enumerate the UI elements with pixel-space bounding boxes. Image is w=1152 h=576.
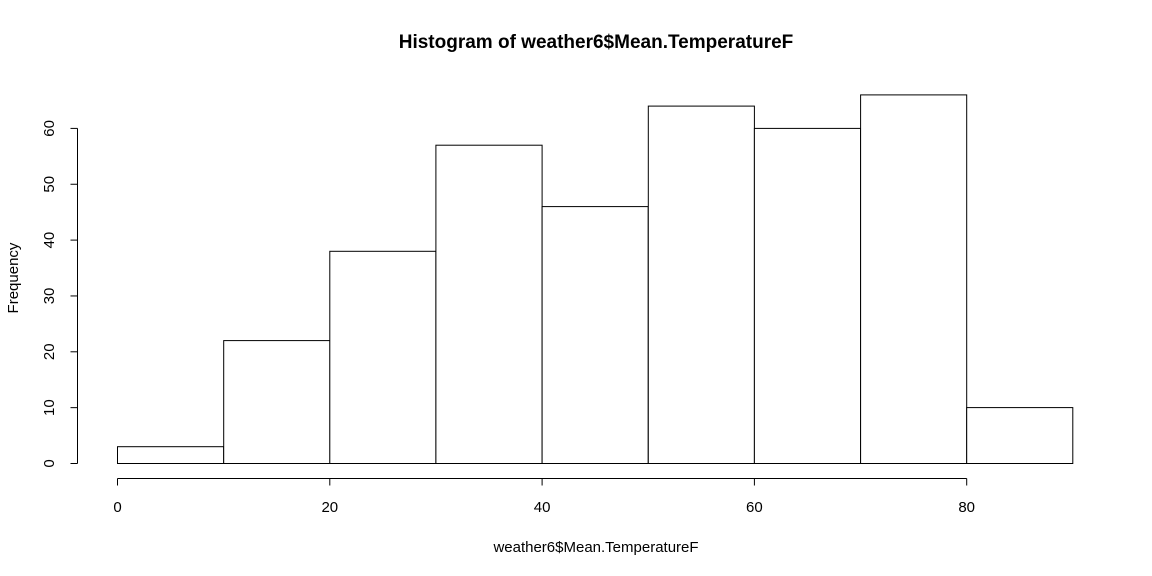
y-axis-label: Frequency: [5, 242, 22, 313]
histogram-bar-3: [435, 144, 543, 464]
y-tick-label-6: 60: [41, 120, 58, 137]
y-tick-label-1: 10: [41, 399, 58, 416]
y-tick-label-2: 20: [41, 343, 58, 360]
y-tick-label-4: 40: [41, 232, 58, 249]
histogram-bar-4: [541, 206, 649, 464]
y-tick-label-0: 0: [41, 459, 58, 467]
bars-group: [117, 94, 1074, 465]
histogram-bar-7: [860, 94, 968, 465]
histogram-bar-0: [117, 446, 225, 465]
x-tick-label-1: 20: [321, 499, 338, 516]
y-axis: 0 10 20 30 40 50 60: [41, 120, 78, 468]
x-tick-label-3: 60: [746, 499, 763, 516]
histogram-bar-5: [647, 105, 755, 464]
x-tick-label-4: 80: [958, 499, 975, 516]
y-tick-label-3: 30: [41, 288, 58, 305]
histogram-bar-2: [329, 250, 437, 464]
histogram-bar-6: [753, 127, 862, 464]
x-tick-label-0: 0: [113, 499, 121, 516]
chart-title: Histogram of weather6$Mean.TemperatureF: [399, 32, 794, 53]
histogram-bar-8: [966, 407, 1074, 465]
histogram-bar-1: [223, 340, 331, 465]
x-axis: 0 20 40 60 80: [113, 478, 975, 516]
x-tick-label-2: 40: [534, 499, 551, 516]
x-axis-label: weather6$Mean.TemperatureF: [492, 539, 698, 556]
y-tick-label-5: 50: [41, 176, 58, 193]
